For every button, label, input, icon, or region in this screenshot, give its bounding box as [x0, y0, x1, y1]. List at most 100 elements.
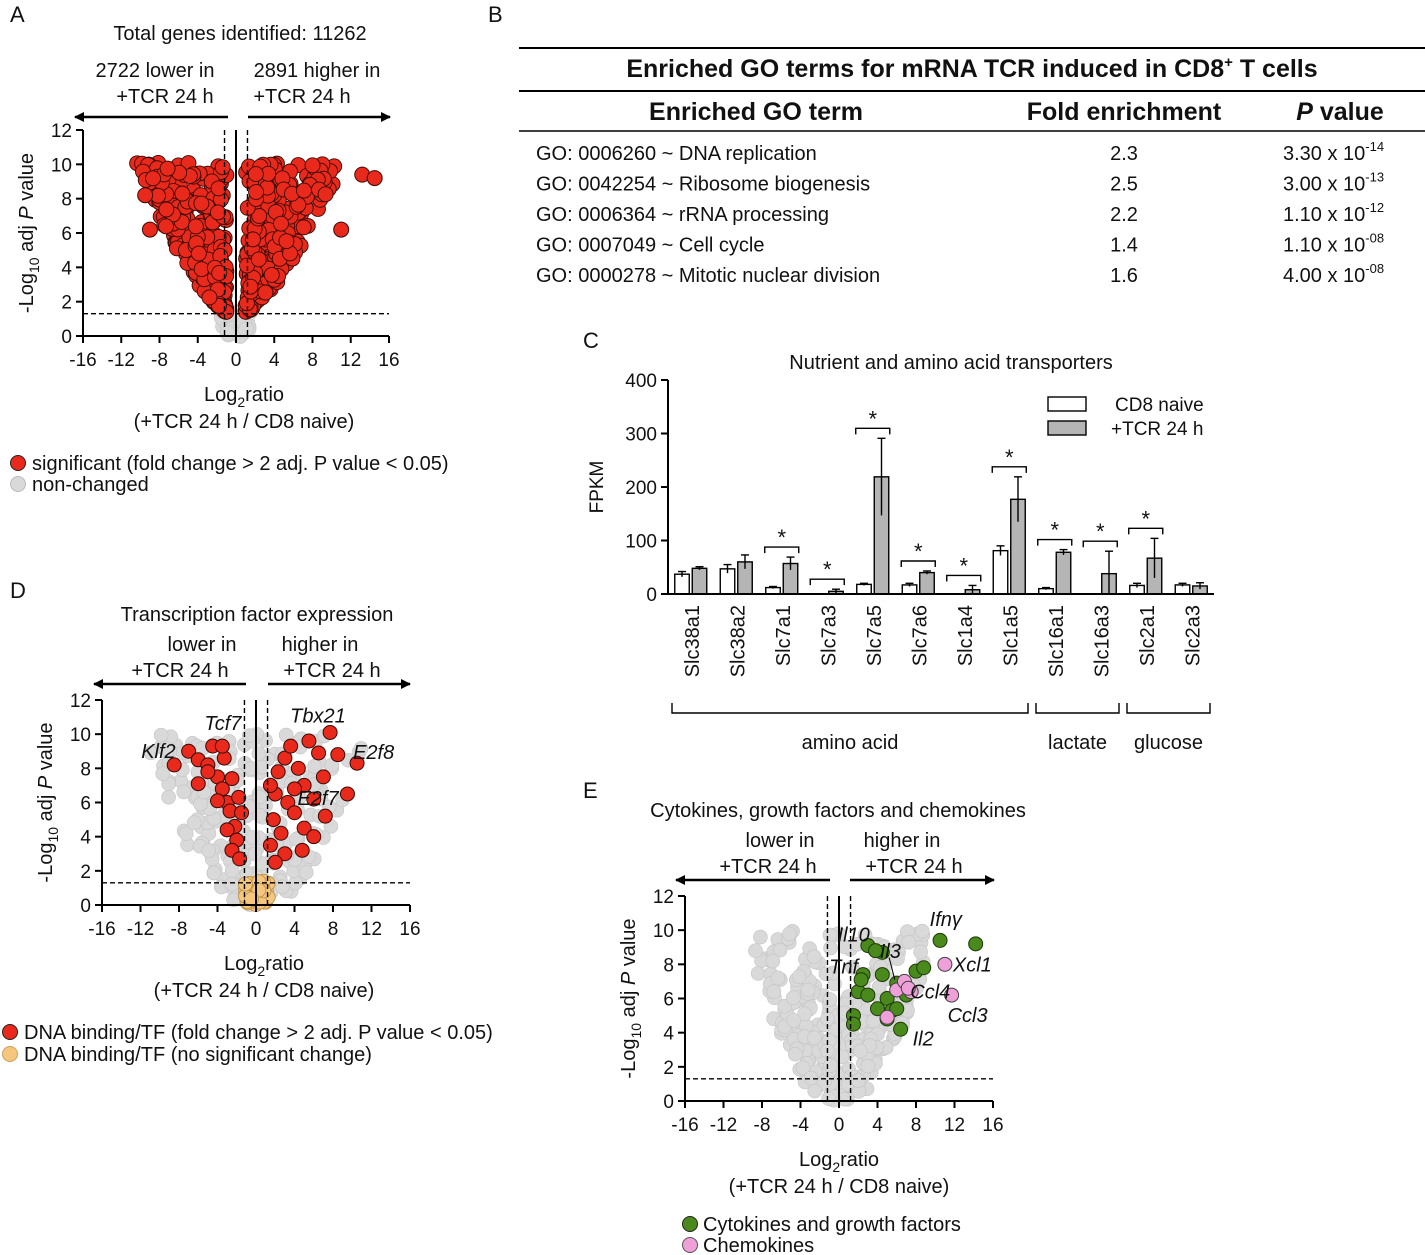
- significance-bracket: [946, 574, 982, 582]
- legend-tcr-label: +TCR 24 h: [1111, 419, 1203, 440]
- significance-bracket: [1082, 540, 1118, 548]
- x-tick-label: Slc16a3: [1091, 605, 1113, 677]
- x-tick-label: -8: [171, 919, 188, 940]
- table-cell-term: GO: 0000278 ~ Mitotic nuclear division: [536, 265, 880, 287]
- table-header-term: Enriched GO term: [649, 98, 863, 126]
- background-point: [178, 826, 194, 841]
- gene-label-tcf7: Tcf7: [204, 713, 242, 735]
- background-point: [913, 944, 928, 960]
- table-cell-term: GO: 0007049 ~ Cell cycle: [536, 235, 764, 257]
- significant-point: [262, 837, 278, 853]
- x-tick-label: 0: [834, 1115, 845, 1136]
- y-tick-label: 0: [61, 327, 72, 348]
- panel-e-legend-chem-marker: [682, 1237, 698, 1253]
- background-point: [298, 865, 314, 880]
- significant-point: [287, 781, 302, 797]
- x-tick-label: 8: [328, 919, 339, 940]
- table-title-main: Enriched GO terms for mRNA TCR induced i…: [626, 55, 1224, 83]
- panel-e-title: Cytokines, growth factors and chemokines: [650, 800, 1026, 822]
- labeled-point-xcl1: [937, 956, 953, 972]
- significance-bracket: [809, 578, 845, 586]
- table-cell-p-base: 4.00 x 10: [1283, 265, 1365, 287]
- y-axis-title-mid: adj: [16, 220, 38, 258]
- significant-point: [209, 204, 226, 221]
- x-tick-label: Slc7a3: [818, 605, 840, 666]
- bar-tcr: [691, 567, 708, 595]
- background-point: [807, 1030, 822, 1046]
- background-point: [143, 745, 159, 761]
- labeled-point-ccl3: [944, 987, 960, 1003]
- y-tick-label: 400: [625, 371, 657, 392]
- legend-naive-swatch: [1047, 396, 1087, 412]
- significant-point: [193, 195, 210, 212]
- panel-d-volcano-plot: -16 -12 -8 -4 0 4 8 12 16024681012Log2ratio(+TCR…: [35, 691, 421, 1002]
- significance-bracket: [900, 560, 936, 567]
- panel-letter-c: C: [583, 328, 599, 353]
- significant-point: [306, 791, 322, 807]
- panel-d-right-label-2: +TCR 24 h: [283, 660, 380, 682]
- significant-point: [232, 851, 248, 867]
- y-axis-title-sub: 10: [45, 827, 61, 843]
- background-point: [176, 784, 192, 800]
- y-tick-label: 100: [625, 532, 657, 553]
- table-row: GO: 0006364 ~ rRNA processing 2.2 1.10 x 1…: [536, 200, 1384, 226]
- significance-bracket: [855, 427, 891, 435]
- significance-star: *: [914, 539, 923, 564]
- background-point: [766, 984, 782, 999]
- y-tick-label: 2: [663, 1058, 674, 1079]
- significant-point: [330, 747, 346, 763]
- y-axis-title-p: P: [618, 971, 640, 985]
- significant-point: [210, 793, 225, 809]
- significant-point: [295, 219, 312, 236]
- x-tick-label: Slc1a5: [1000, 605, 1022, 666]
- x-tick-label: 16: [399, 919, 420, 940]
- significance-star: *: [1050, 518, 1059, 543]
- panel-e-left-label-2: +TCR 24 h: [719, 856, 816, 878]
- y-axis-title-sub: 10: [26, 257, 42, 273]
- labeled-point-e2f7: [339, 786, 355, 802]
- gene-label-e2f8: E2f8: [353, 742, 394, 764]
- background-point: [823, 940, 838, 956]
- cytokine-point: [870, 1001, 885, 1017]
- x-axis-title: Log2ratio: [224, 953, 304, 979]
- table-title-sup: +: [1224, 54, 1233, 71]
- x-axis-title-tail: ratio: [840, 1149, 879, 1171]
- background-point: [245, 830, 260, 845]
- panel-e-right-label-2: +TCR 24 h: [865, 856, 962, 878]
- panel-a-legend-sig-marker: [10, 455, 26, 471]
- x-axis-title-line2: (+TCR 24 h / CD8 naive): [134, 411, 355, 433]
- significant-point: [317, 186, 334, 203]
- x-tick-label: -12: [710, 1115, 737, 1136]
- gene-label-il10: Il10: [838, 925, 870, 947]
- panel-letter-a: A: [10, 2, 25, 27]
- x-tick-label: 0: [231, 350, 242, 371]
- y-tick-label: 8: [61, 190, 72, 211]
- table-row: GO: 0007049 ~ Cell cycle 1.4 1.10 x 10-08: [536, 231, 1384, 257]
- x-tick-label: Slc38a2: [727, 605, 749, 677]
- x-tick-label: 12: [944, 1115, 965, 1136]
- significance-bracket: [1037, 538, 1073, 546]
- group-bracket: [1126, 703, 1211, 714]
- significant-point: [181, 743, 197, 759]
- labeled-point-tnf: [853, 972, 869, 988]
- x-tick-label: 16: [982, 1115, 1003, 1136]
- background-point: [765, 953, 781, 969]
- labeled-point-klf2: [166, 757, 182, 773]
- significant-point: [211, 265, 228, 281]
- y-axis-title: -Log10 adj P value: [35, 722, 61, 882]
- panel-d-title: Transcription factor expression: [121, 604, 394, 626]
- panel-a-legend-sig: significant (fold change > 2 adj. P valu…: [32, 453, 449, 475]
- panel-e-right-label-1: higher in: [864, 830, 941, 852]
- x-tick-label: 8: [911, 1115, 922, 1136]
- background-point: [786, 1013, 802, 1028]
- background-point: [247, 846, 263, 862]
- legend-tcr-swatch: [1047, 420, 1087, 436]
- x-tick-label: Slc2a3: [1182, 605, 1204, 666]
- table-cell-p-exp: -08: [1365, 261, 1384, 276]
- table-cell-p-base: 3.00 x 10: [1283, 174, 1365, 196]
- panel-a-right-label-1: 2891 higher in: [254, 60, 381, 82]
- background-point: [914, 923, 930, 939]
- significance-star: *: [1141, 506, 1150, 531]
- table-cell-p: 3.00 x 10-13: [1283, 170, 1384, 196]
